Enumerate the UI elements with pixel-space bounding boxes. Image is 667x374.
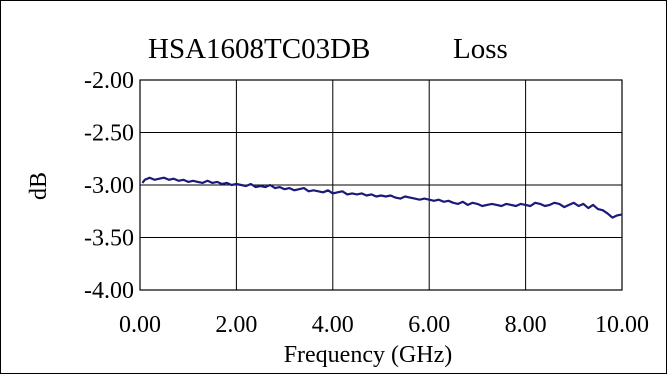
- x-tick-label: 0.00: [119, 312, 161, 338]
- gridlines: [140, 80, 622, 290]
- x-axis-label: Frequency (GHz): [284, 342, 453, 368]
- series-group: [141, 176, 623, 219]
- x-tick-label: 4.00: [312, 312, 354, 338]
- x-axis-ticks: 0.00 2.00 4.00 6.00 8.00 10.00: [119, 312, 649, 338]
- y-tick-label: -2.50: [84, 121, 134, 147]
- loss-series-line: [141, 176, 623, 219]
- x-tick-label: 8.00: [505, 312, 547, 338]
- x-tick-label: 6.00: [408, 312, 450, 338]
- y-axis-label: dB: [26, 172, 52, 200]
- x-tick-label: 2.00: [215, 312, 257, 338]
- y-axis-ticks: -2.00 -2.50 -3.00 -3.50 -4.00: [84, 68, 134, 304]
- y-tick-label: -3.00: [84, 173, 134, 199]
- y-tick-label: -3.50: [84, 226, 134, 252]
- chart-title-part-1: HSA1608TC03DB: [148, 33, 370, 65]
- chart-title-part-2: Loss: [453, 33, 508, 65]
- plot-area-border: [139, 79, 623, 291]
- y-tick-label: -4.00: [84, 278, 134, 304]
- y-tick-label: -2.00: [84, 68, 134, 94]
- x-tick-label: 10.00: [595, 312, 649, 338]
